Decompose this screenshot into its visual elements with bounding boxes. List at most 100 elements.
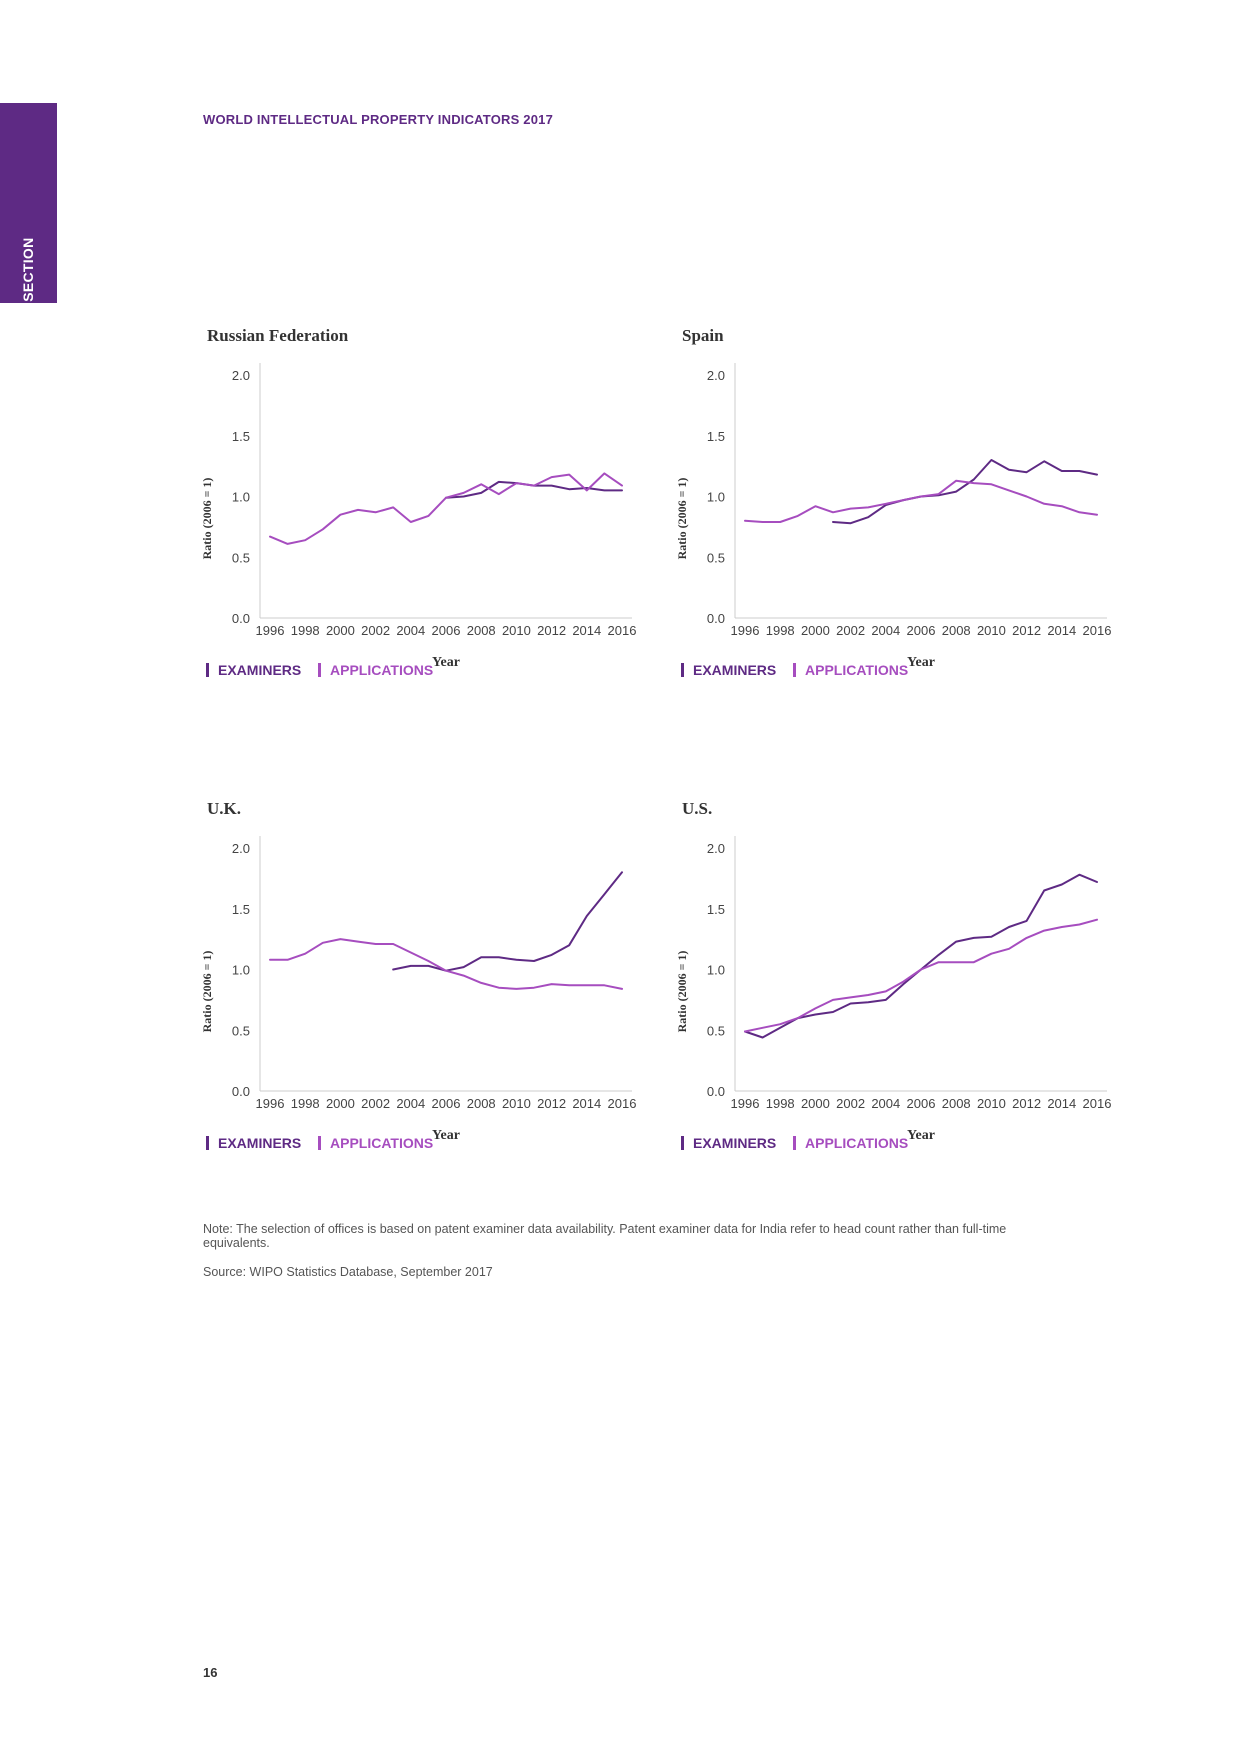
y-axis-title: Ratio (2006 = 1) xyxy=(200,951,214,1033)
y-tick-label: 1.0 xyxy=(707,963,725,978)
y-axis-title: Ratio (2006 = 1) xyxy=(200,478,214,560)
x-tick-label: 1998 xyxy=(291,623,320,638)
y-tick-label: 0.5 xyxy=(707,550,725,565)
series-line-examiners xyxy=(445,480,623,499)
x-axis-title: Year xyxy=(432,1128,460,1143)
x-axis-title: Year xyxy=(907,1128,935,1143)
legend-swatch-examiners xyxy=(681,663,684,677)
legend-swatch-applications xyxy=(793,1136,796,1150)
legend-swatch-examiners xyxy=(681,1136,684,1150)
x-tick-label: 1998 xyxy=(766,1096,795,1111)
x-tick-label: 2016 xyxy=(608,623,637,638)
legend-swatch-examiners xyxy=(206,1136,209,1150)
x-tick-label: 2000 xyxy=(326,1096,355,1111)
x-tick-label: 2002 xyxy=(836,623,865,638)
x-tick-label: 2012 xyxy=(537,1096,566,1111)
x-tick-label: 2002 xyxy=(836,1096,865,1111)
y-tick-label: 0.0 xyxy=(707,611,725,626)
x-tick-label: 2000 xyxy=(801,623,830,638)
x-tick-label: 2014 xyxy=(572,1096,601,1111)
x-tick-label: 2010 xyxy=(977,1096,1006,1111)
legend-label-examiners: EXAMINERS xyxy=(218,1135,301,1151)
y-tick-label: 0.0 xyxy=(707,1084,725,1099)
legend-label-applications: APPLICATIONS xyxy=(330,662,433,678)
legend-swatch-applications xyxy=(793,663,796,677)
y-tick-label: 0.5 xyxy=(232,1023,250,1038)
series-line-applications xyxy=(744,918,1098,1033)
legend-label-applications: APPLICATIONS xyxy=(805,1135,908,1151)
chart-u-s: U.S. 0.0 0.5 1.0 1.5 2.0 1996 1998 2000 2002 2004 2… xyxy=(675,799,1111,1151)
x-tick-label: 2012 xyxy=(1012,623,1041,638)
y-tick-label: 0.0 xyxy=(232,1084,250,1099)
series-line-applications xyxy=(269,938,623,990)
x-axis-title: Year xyxy=(907,655,935,670)
report-title: WORLD INTELLECTUAL PROPERTY INDICATORS 2… xyxy=(203,112,554,127)
x-tick-label: 2012 xyxy=(537,623,566,638)
chart-title: Russian Federation xyxy=(207,326,349,345)
x-tick-label: 2016 xyxy=(608,1096,637,1111)
x-tick-label: 2002 xyxy=(361,623,390,638)
legend-label-examiners: EXAMINERS xyxy=(218,662,301,678)
y-tick-label: 1.5 xyxy=(707,902,725,917)
y-tick-label: 1.0 xyxy=(707,490,725,505)
legend-label-applications: APPLICATIONS xyxy=(805,662,908,678)
y-axis-title: Ratio (2006 = 1) xyxy=(675,951,689,1033)
x-tick-label: 2010 xyxy=(977,623,1006,638)
x-tick-label: 1996 xyxy=(731,623,760,638)
legend-label-applications: APPLICATIONS xyxy=(330,1135,433,1151)
x-tick-label: 1998 xyxy=(766,623,795,638)
x-tick-label: 2004 xyxy=(396,1096,425,1111)
x-tick-label: 2008 xyxy=(942,1096,971,1111)
y-axis-title: Ratio (2006 = 1) xyxy=(675,478,689,560)
x-tick-label: 1998 xyxy=(291,1096,320,1111)
x-tick-label: 2006 xyxy=(432,1096,461,1111)
y-tick-label: 0.0 xyxy=(232,611,250,626)
source-note: Source: WIPO Statistics Database, Septem… xyxy=(203,1265,493,1279)
side-section-label: SPECIAL SECTION xyxy=(20,237,36,369)
x-tick-label: 2006 xyxy=(907,623,936,638)
y-tick-label: 2.0 xyxy=(232,841,250,856)
legend-swatch-applications xyxy=(318,1136,321,1150)
x-tick-label: 2014 xyxy=(1047,1096,1076,1111)
x-tick-label: 1996 xyxy=(256,1096,285,1111)
y-tick-label: 0.5 xyxy=(707,1023,725,1038)
chart-title: Spain xyxy=(682,326,724,345)
x-tick-label: 2016 xyxy=(1083,623,1112,638)
legend-swatch-applications xyxy=(318,663,321,677)
y-tick-label: 2.0 xyxy=(232,368,250,383)
y-tick-label: 1.5 xyxy=(232,429,250,444)
x-tick-label: 2010 xyxy=(502,1096,531,1111)
page-number: 16 xyxy=(203,1665,218,1680)
chart-spain: Spain 0.0 0.5 1.0 1.5 2.0 1996 1998 2000 2002 2004… xyxy=(675,326,1112,678)
chart-u-k: U.K. 0.0 0.5 1.0 1.5 2.0 1996 1998 2000 2002 2004 2… xyxy=(200,799,637,1151)
footnote: Note: The selection of offices is based … xyxy=(203,1222,1007,1250)
x-tick-label: 1996 xyxy=(256,623,285,638)
y-tick-label: 2.0 xyxy=(707,368,725,383)
x-tick-label: 2004 xyxy=(871,1096,900,1111)
x-tick-label: 2012 xyxy=(1012,1096,1041,1111)
x-tick-label: 2006 xyxy=(907,1096,936,1111)
y-tick-label: 2.0 xyxy=(707,841,725,856)
chart-title: U.S. xyxy=(682,799,712,818)
side-section-tab: SPECIAL SECTION xyxy=(0,103,57,369)
x-axis-title: Year xyxy=(432,655,460,670)
x-tick-label: 2004 xyxy=(396,623,425,638)
y-tick-label: 0.5 xyxy=(232,550,250,565)
x-tick-label: 2008 xyxy=(467,623,496,638)
x-tick-label: 2008 xyxy=(942,623,971,638)
legend-label-examiners: EXAMINERS xyxy=(693,662,776,678)
x-tick-label: 2004 xyxy=(871,623,900,638)
legend-swatch-examiners xyxy=(206,663,209,677)
x-tick-label: 2000 xyxy=(326,623,355,638)
chart-title: U.K. xyxy=(207,799,241,818)
series-line-examiners xyxy=(744,873,1098,1039)
series-line-examiners xyxy=(832,459,1098,525)
x-tick-label: 2000 xyxy=(801,1096,830,1111)
chart-russian-federation: Russian Federation 0.0 0.5 1.0 1.5 2.0 1996 199… xyxy=(200,326,637,678)
x-tick-label: 2014 xyxy=(572,623,601,638)
x-tick-label: 2006 xyxy=(432,623,461,638)
series-line-examiners xyxy=(392,871,623,972)
series-line-applications xyxy=(269,472,623,545)
x-tick-label: 2002 xyxy=(361,1096,390,1111)
y-tick-label: 1.0 xyxy=(232,490,250,505)
